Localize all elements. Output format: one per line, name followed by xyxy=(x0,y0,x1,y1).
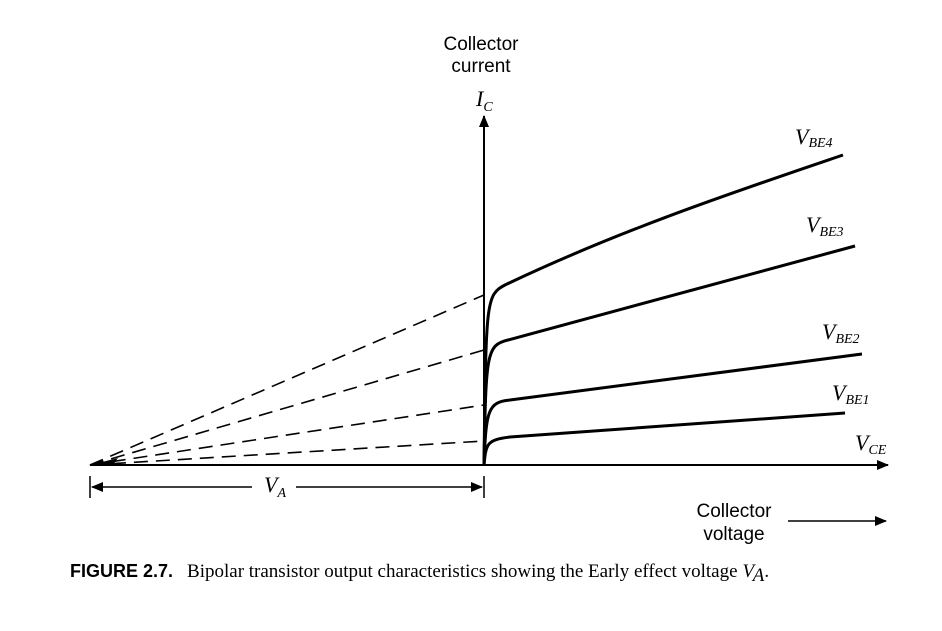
curve-label: VBE3 xyxy=(806,212,844,240)
curves xyxy=(482,153,863,466)
x-axis-label: Collector xyxy=(697,501,773,522)
curve-label: VBE4 xyxy=(795,124,833,151)
curve xyxy=(482,153,844,466)
caption-end: . xyxy=(764,561,769,582)
extrapolation xyxy=(89,294,485,466)
subscript: BE2 xyxy=(835,332,859,347)
curve xyxy=(482,411,846,466)
symbol: V xyxy=(795,124,811,149)
convergence-point xyxy=(90,458,118,466)
subscript: BE3 xyxy=(819,225,843,240)
caption-label: FIGURE 2.7. xyxy=(70,561,173,581)
symbol: V xyxy=(822,319,838,344)
subscript: A xyxy=(276,486,286,501)
subscript: BE1 xyxy=(845,393,869,408)
symbol: V xyxy=(264,472,280,497)
symbol: V xyxy=(806,212,822,237)
y-axis-label: Collector xyxy=(444,34,520,55)
symbol: V xyxy=(855,430,871,455)
curve-label: VBE2 xyxy=(822,319,860,347)
caption-subscript: A xyxy=(751,565,765,586)
x-axis-symbol: VCE xyxy=(855,430,887,458)
y-axis-symbol: IC xyxy=(475,86,493,115)
extrapolation xyxy=(89,404,485,466)
symbol: V xyxy=(832,380,848,405)
curve xyxy=(482,244,856,466)
x-axis-label: voltage xyxy=(703,524,764,545)
subscript: CE xyxy=(868,443,886,458)
early-voltage-label: VA xyxy=(264,472,286,501)
curve-label: VBE1 xyxy=(832,380,870,408)
y-axis-label: current xyxy=(451,56,511,77)
caption-text: Bipolar transistor output characteristic… xyxy=(187,561,737,582)
subscript: BE4 xyxy=(808,136,832,151)
extrapolation xyxy=(89,349,485,466)
symbol: I xyxy=(475,86,485,111)
subscript: C xyxy=(483,100,493,115)
curve xyxy=(482,352,863,466)
caption: FIGURE 2.7. Bipolar transistor output cha… xyxy=(70,561,769,586)
extrapolations xyxy=(89,294,485,466)
